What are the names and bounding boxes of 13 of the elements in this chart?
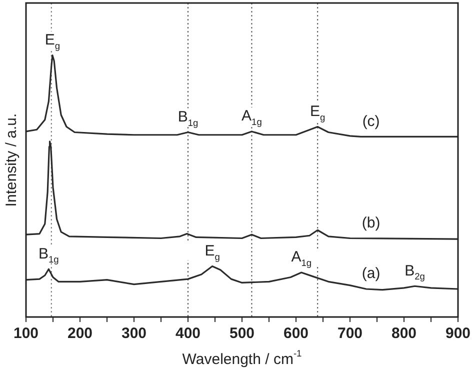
- x-tick-label: 100: [13, 325, 39, 342]
- x-tick-label: 300: [121, 325, 147, 342]
- x-tick-label: 800: [391, 325, 417, 342]
- x-tick-label: 400: [175, 325, 201, 342]
- y-axis-title: Intensity / a.u.: [3, 113, 20, 207]
- x-tick-label: 900: [445, 325, 471, 342]
- x-tick-label: 600: [283, 325, 309, 342]
- x-tick-label: 200: [67, 325, 93, 342]
- x-tick-label: 700: [337, 325, 363, 342]
- annotation: (c): [362, 112, 380, 130]
- x-tick-label: 500: [229, 325, 255, 342]
- annotation: (b): [362, 214, 380, 232]
- annotation: (a): [362, 265, 380, 282]
